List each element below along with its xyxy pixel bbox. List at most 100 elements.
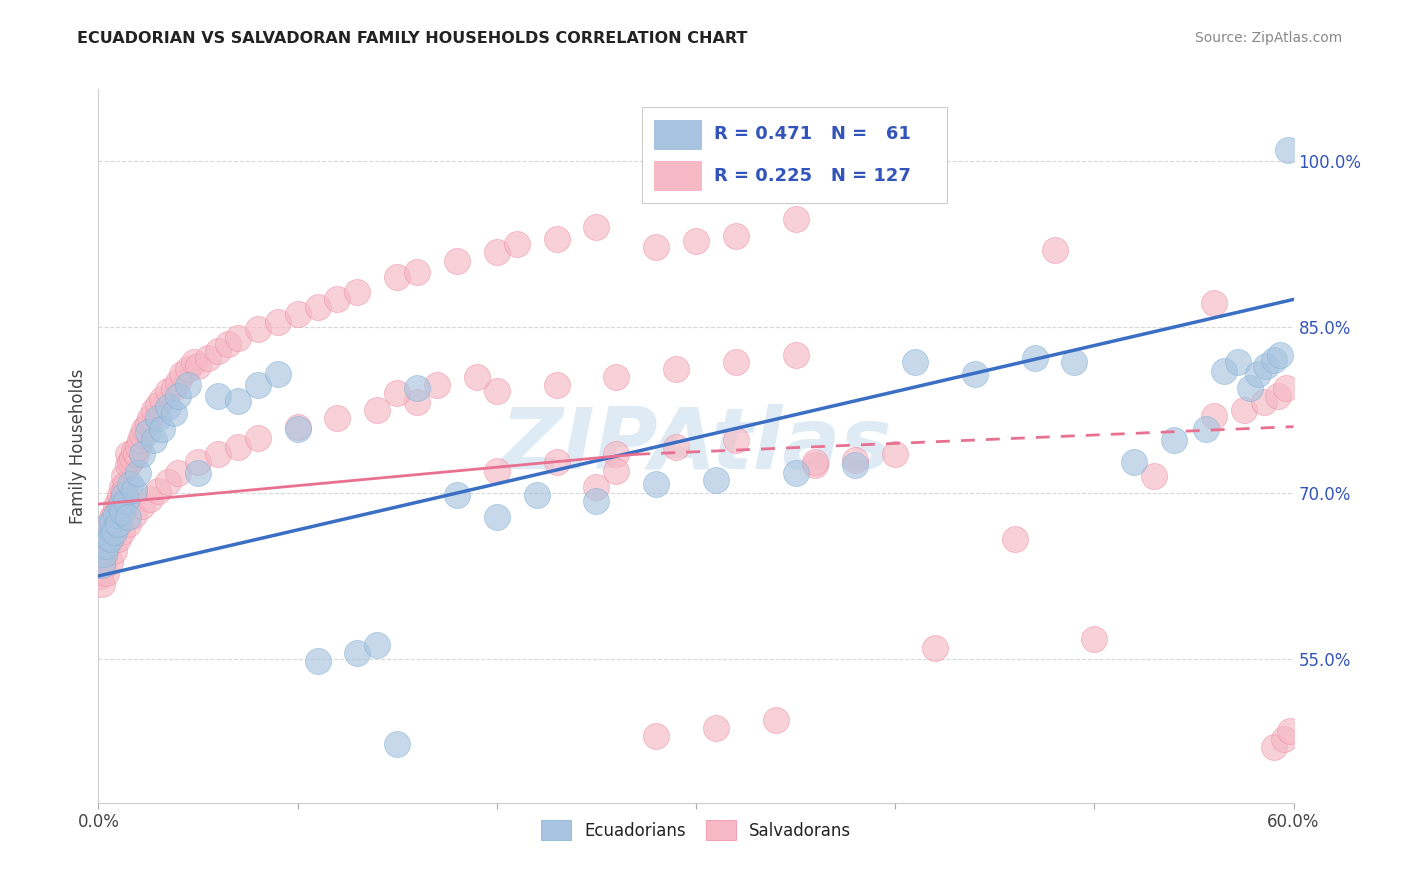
Point — [326, 293, 349, 307]
Point — [1143, 469, 1166, 483]
Point — [148, 410, 170, 425]
Point — [183, 355, 205, 369]
Point — [267, 314, 290, 328]
Point — [131, 447, 153, 461]
Point — [446, 488, 468, 502]
Point — [187, 359, 209, 373]
Point — [120, 477, 142, 491]
Point — [406, 395, 429, 409]
Point — [366, 403, 388, 417]
Point — [124, 444, 146, 458]
Point — [111, 495, 134, 509]
Point — [115, 493, 138, 508]
Point — [246, 377, 269, 392]
Point — [157, 475, 180, 489]
Point — [96, 543, 118, 558]
Y-axis label: Family Households: Family Households — [69, 368, 87, 524]
Point — [177, 362, 200, 376]
Point — [585, 493, 607, 508]
Point — [167, 376, 190, 390]
Point — [1263, 353, 1285, 368]
Point — [96, 566, 118, 580]
Point — [1004, 533, 1026, 547]
Point — [307, 300, 329, 314]
Point — [1253, 395, 1275, 409]
Point — [1274, 381, 1296, 395]
Point — [645, 477, 668, 491]
Point — [97, 521, 120, 535]
Point — [207, 389, 229, 403]
Point — [163, 381, 186, 395]
Point — [111, 505, 134, 519]
Point — [366, 638, 388, 652]
Point — [115, 477, 138, 491]
FancyBboxPatch shape — [643, 107, 948, 203]
Text: ECUADORIAN VS SALVADORAN FAMILY HOUSEHOLDS CORRELATION CHART: ECUADORIAN VS SALVADORAN FAMILY HOUSEHOL… — [77, 31, 748, 46]
Point — [117, 516, 139, 531]
Point — [117, 447, 139, 461]
Point — [287, 419, 309, 434]
Point — [91, 558, 114, 572]
Point — [844, 453, 866, 467]
FancyBboxPatch shape — [654, 120, 702, 150]
Point — [125, 447, 148, 461]
Point — [585, 481, 607, 495]
Point — [1247, 367, 1270, 381]
Point — [117, 458, 139, 473]
Point — [134, 422, 156, 436]
Point — [117, 510, 139, 524]
Point — [150, 422, 173, 436]
Point — [585, 220, 607, 235]
Point — [226, 331, 249, 345]
Point — [1063, 355, 1085, 369]
Point — [101, 514, 124, 528]
Point — [89, 569, 111, 583]
Point — [546, 231, 568, 245]
Point — [120, 455, 142, 469]
Point — [124, 508, 146, 523]
Point — [136, 417, 159, 432]
Point — [704, 473, 727, 487]
FancyBboxPatch shape — [654, 161, 702, 191]
Point — [385, 270, 409, 285]
Point — [139, 410, 162, 425]
Point — [1195, 422, 1218, 436]
Point — [1272, 731, 1295, 746]
Point — [904, 355, 927, 369]
Point — [98, 516, 122, 531]
Point — [112, 488, 135, 502]
Point — [1278, 723, 1301, 738]
Point — [287, 307, 309, 321]
Point — [105, 516, 128, 531]
Point — [121, 450, 143, 465]
Point — [143, 403, 166, 417]
Point — [1267, 389, 1289, 403]
Point — [326, 410, 349, 425]
Point — [226, 440, 249, 454]
Point — [129, 433, 152, 447]
Point — [526, 488, 548, 502]
Point — [804, 455, 827, 469]
Point — [685, 234, 707, 248]
Point — [605, 369, 627, 384]
Point — [267, 367, 290, 381]
Point — [226, 394, 249, 409]
Point — [148, 397, 170, 411]
Point — [93, 536, 115, 550]
Point — [546, 455, 568, 469]
Text: Source: ZipAtlas.com: Source: ZipAtlas.com — [1195, 31, 1343, 45]
Point — [96, 539, 118, 553]
Point — [546, 377, 568, 392]
Point — [1163, 433, 1185, 447]
Point — [246, 322, 269, 336]
Point — [385, 386, 409, 401]
Point — [346, 647, 368, 661]
Point — [406, 265, 429, 279]
Point — [91, 576, 114, 591]
Point — [150, 392, 173, 406]
Point — [101, 528, 124, 542]
Point — [103, 508, 125, 523]
Point — [197, 351, 219, 365]
Point — [93, 552, 115, 566]
Point — [107, 495, 129, 509]
